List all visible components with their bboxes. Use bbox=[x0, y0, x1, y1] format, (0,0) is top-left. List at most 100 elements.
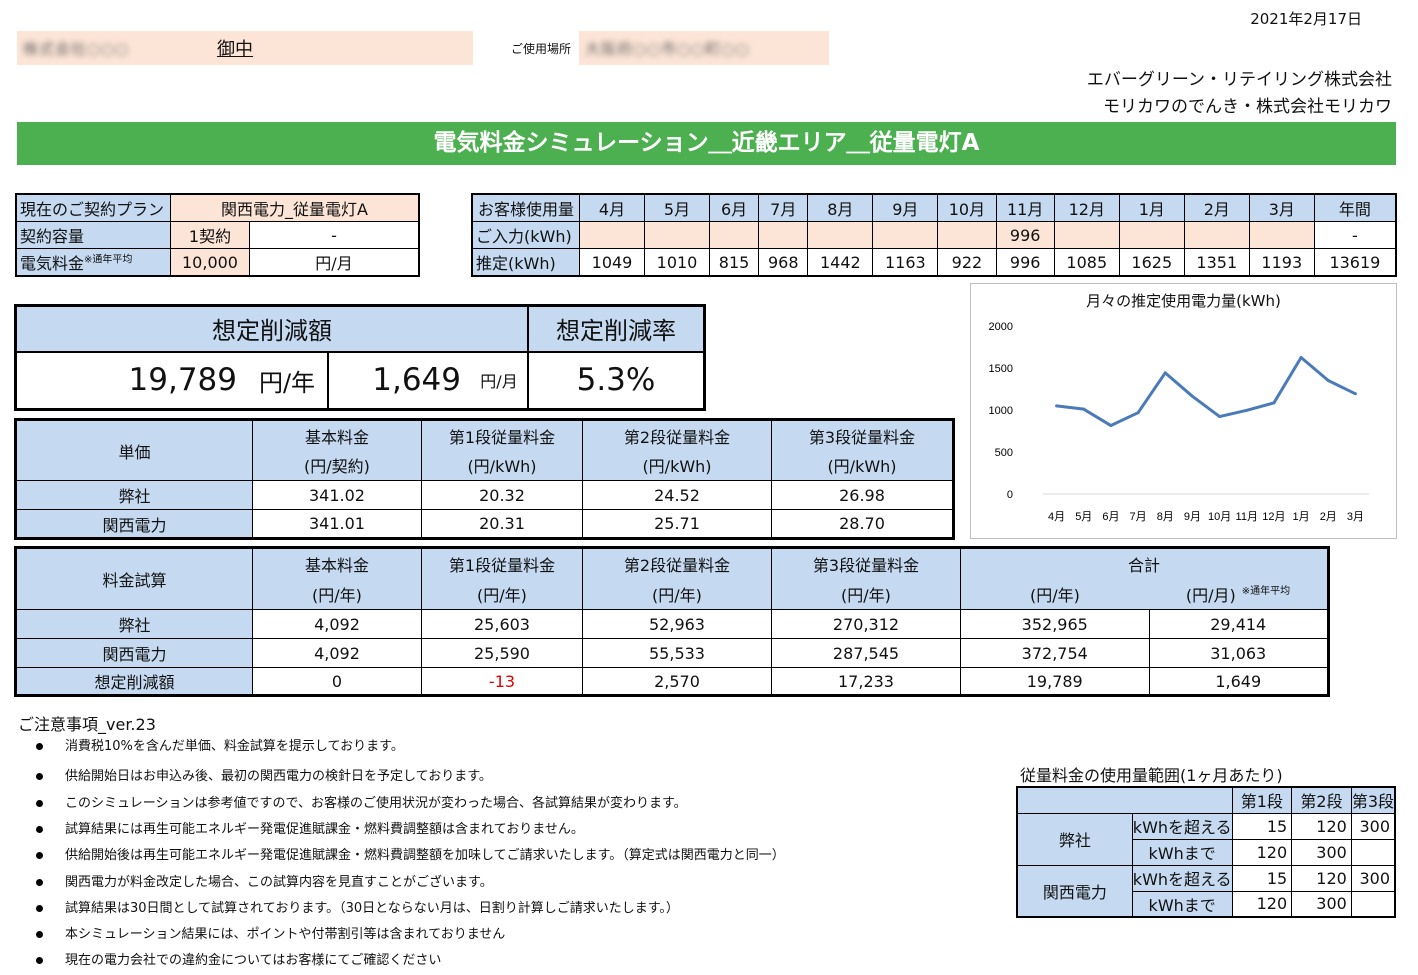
usage-input-cell bbox=[872, 221, 939, 249]
bullet-icon bbox=[36, 905, 43, 912]
y-tick-label: 1000 bbox=[989, 405, 1013, 417]
chart-plot: 0 500 1000 1500 2000 4月 5月 6月 7月 8月 9月 10月 11月 12月 1月 2… bbox=[989, 321, 1369, 523]
data-point bbox=[1245, 408, 1249, 412]
savings-table: 想定削減額 想定削減率 19,789 円/年 1,649 円/月 5.3% bbox=[14, 304, 706, 411]
data-point bbox=[1136, 411, 1140, 415]
fee-note: ※通年平均 bbox=[84, 254, 133, 266]
unit-col4-l1: 第3段従量料金 bbox=[771, 419, 954, 451]
note-item: 供給開始日はお申込み後、最初の関西電力の検針日を予定しております。 bbox=[36, 765, 492, 784]
fee-unit: 円/月 bbox=[249, 248, 420, 277]
fee-col2-l2: (円/年) bbox=[421, 578, 583, 610]
note-text: 試算結果は30日間として試算されております。（30日とならない月は、日割り計算し… bbox=[65, 901, 679, 916]
x-tick-label: 10月 bbox=[1208, 511, 1231, 523]
fee-savings-total-year: 19,789 bbox=[960, 667, 1150, 696]
data-point bbox=[1299, 356, 1303, 359]
unit-col3-l1: 第2段従量料金 bbox=[582, 419, 772, 451]
unit-col1-l2: (円/契約) bbox=[252, 450, 422, 481]
data-point bbox=[1163, 371, 1167, 375]
fee-savings-tier2: 2,570 bbox=[582, 667, 772, 696]
fee-savings-total-month: 1,649 bbox=[1148, 667, 1329, 696]
fee-row-kansai-name: 関西電力 bbox=[15, 638, 253, 668]
savings-rate-value: 5.3% bbox=[527, 350, 706, 411]
bullet-icon bbox=[36, 800, 43, 807]
usage-month-header: 1月 bbox=[1118, 193, 1185, 222]
location-box: 大阪府○○市○○町○○ bbox=[579, 31, 829, 65]
unit-col3-l2: (円/kWh) bbox=[582, 450, 772, 481]
note-item: このシミュレーションは参考値ですので、お客様のご使用状況が変わった場合、各試算結… bbox=[36, 792, 687, 811]
range-corner bbox=[1016, 786, 1233, 814]
range-ours-name: 弊社 bbox=[1016, 812, 1133, 866]
range-ours-over-label: kWhを超える bbox=[1131, 812, 1233, 840]
fee-total-label: 合計 bbox=[960, 547, 1329, 579]
x-tick-label: 4月 bbox=[1048, 511, 1065, 523]
fee-col3-l1: 第2段従量料金 bbox=[582, 547, 772, 579]
range-tier2: 第2段 bbox=[1291, 786, 1352, 814]
range-title: 従量料金の使用量範囲(1ヶ月あたり) bbox=[1020, 766, 1283, 785]
usage-input-cell bbox=[807, 221, 874, 249]
usage-month-header: 4月 bbox=[579, 193, 645, 222]
bullet-icon bbox=[36, 879, 43, 886]
usage-month-header: 2月 bbox=[1183, 193, 1250, 222]
usage-estimate-cell: 1442 bbox=[807, 248, 874, 277]
fee-label-cell: 電気料金※通年平均 bbox=[15, 248, 171, 277]
data-point bbox=[1326, 379, 1330, 383]
y-tick-label: 500 bbox=[995, 447, 1013, 459]
usage-month-header: 11月 bbox=[995, 193, 1055, 222]
contract-table: 現在のご契約プラン 関西電力_従量電灯A 契約容量 1契約 - 電気料金※通年平… bbox=[15, 193, 420, 277]
usage-estimate-cell: 1625 bbox=[1118, 248, 1185, 277]
unit-col2-l1: 第1段従量料金 bbox=[421, 419, 583, 451]
plan-label: 現在のご契約プラン bbox=[15, 193, 171, 222]
usage-input-cell bbox=[708, 221, 760, 249]
fee-savings-tier1: -13 bbox=[421, 667, 583, 696]
unit-col4-l2: (円/kWh) bbox=[771, 450, 954, 481]
fee-total-month: (円/月) bbox=[1185, 585, 1236, 605]
savings-monthly-unit: 円/月 bbox=[471, 350, 529, 411]
range-ours-over-2: 120 bbox=[1291, 812, 1352, 840]
unit-ours-tier3: 26.98 bbox=[771, 480, 954, 510]
location-value: 大阪府○○市○○町○○ bbox=[585, 40, 750, 58]
data-point bbox=[1272, 401, 1276, 405]
usage-month-header: 9月 bbox=[872, 193, 939, 222]
data-point bbox=[1353, 392, 1357, 396]
usage-input-cell bbox=[937, 221, 997, 249]
x-tick-label: 11月 bbox=[1236, 511, 1258, 523]
fee-col2-l1: 第1段従量料金 bbox=[421, 547, 583, 579]
range-kansai-upto-3 bbox=[1350, 890, 1396, 918]
fee-row-ours-name: 弊社 bbox=[15, 609, 253, 639]
unit-col2-l2: (円/kWh) bbox=[421, 450, 583, 481]
x-tick-label: 5月 bbox=[1075, 511, 1092, 523]
fee-label: 電気料金 bbox=[20, 254, 85, 273]
fee-header: 料金試算 bbox=[15, 547, 253, 610]
bullet-icon bbox=[36, 743, 43, 750]
capacity-unit: - bbox=[249, 221, 420, 249]
usage-month-header: 8月 bbox=[807, 193, 874, 222]
data-point bbox=[1218, 415, 1222, 419]
y-tick-label: 0 bbox=[1007, 489, 1013, 501]
usage-input-cell bbox=[579, 221, 645, 249]
unit-kansai-basic: 341.01 bbox=[252, 509, 422, 539]
bullet-icon bbox=[36, 773, 43, 780]
note-item: 試算結果には再生可能エネルギー発電促進賦課金・燃料費調整額は含まれておりません。 bbox=[36, 818, 584, 837]
range-kansai-upto-1: 120 bbox=[1231, 890, 1293, 918]
usage-estimate-cell: 1010 bbox=[644, 248, 710, 277]
note-text: 供給開始後は再生可能エネルギー発電促進賦課金・燃料費調整額を加味してご請求いたし… bbox=[65, 848, 785, 863]
note-text: 試算結果には再生可能エネルギー発電促進賦課金・燃料費調整額は含まれておりません。 bbox=[65, 822, 584, 837]
unit-row-ours-name: 弊社 bbox=[15, 480, 253, 510]
usage-estimate-cell: 815 bbox=[708, 248, 760, 277]
fee-col3-l2: (円/年) bbox=[582, 578, 772, 610]
data-point bbox=[1055, 404, 1059, 408]
customer-name: 株式会社○○○ bbox=[23, 40, 130, 58]
usage-estimate-label: 推定(kWh) bbox=[471, 248, 580, 277]
usage-input-cell bbox=[1053, 221, 1120, 249]
fee-ours-tier3: 270,312 bbox=[771, 609, 961, 639]
series-line bbox=[1056, 356, 1357, 428]
savings-yearly-value: 19,789 bbox=[14, 350, 247, 411]
bullet-icon bbox=[36, 957, 43, 964]
bullet-icon bbox=[36, 826, 43, 833]
unit-kansai-tier2: 25.71 bbox=[582, 509, 772, 539]
fee-ours-total-year: 352,965 bbox=[960, 609, 1150, 639]
x-tick-label: 7月 bbox=[1130, 511, 1147, 523]
company-name-1: エバーグリーン・リテイリング株式会社 bbox=[1086, 70, 1392, 90]
unit-ours-tier1: 20.32 bbox=[421, 480, 583, 510]
range-kansai-upto-2: 300 bbox=[1291, 890, 1352, 918]
